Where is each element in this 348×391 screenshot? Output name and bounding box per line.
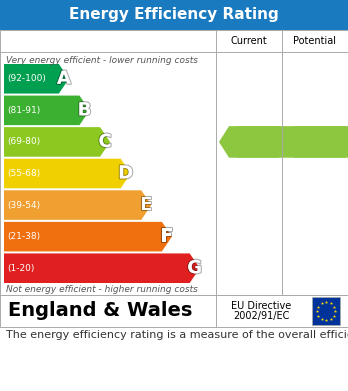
Text: (21-38): (21-38): [7, 232, 40, 241]
Text: A: A: [57, 70, 71, 88]
Text: (69-80): (69-80): [7, 137, 40, 146]
Text: (92-100): (92-100): [7, 74, 46, 83]
Text: 79: 79: [308, 133, 332, 151]
Text: Potential: Potential: [293, 36, 337, 46]
Bar: [0, 30, 348, 295]
Text: 79: 79: [308, 133, 332, 151]
Text: Current: Current: [231, 36, 267, 46]
Text: G: G: [187, 259, 202, 277]
Polygon shape: [4, 190, 151, 220]
Text: (81-91): (81-91): [7, 106, 40, 115]
Text: (55-68): (55-68): [7, 169, 40, 178]
Text: Very energy efficient - lower running costs: Very energy efficient - lower running co…: [6, 56, 198, 65]
Bar: [0, 30, 348, 295]
Text: E: E: [140, 196, 152, 214]
Polygon shape: [4, 127, 110, 157]
Polygon shape: [4, 159, 131, 188]
Polygon shape: [237, 126, 348, 158]
Bar: [312, 297, 340, 325]
Text: (1-20): (1-20): [7, 264, 34, 273]
Bar: [0, 0, 348, 30]
Text: Energy Efficiency Rating: Energy Efficiency Rating: [69, 7, 279, 23]
Polygon shape: [4, 64, 69, 93]
Text: 2002/91/EC: 2002/91/EC: [233, 311, 289, 321]
Text: D: D: [118, 165, 133, 183]
Text: EU Directive: EU Directive: [231, 301, 291, 311]
Bar: [0, 295, 348, 327]
Text: C: C: [98, 133, 112, 151]
Polygon shape: [4, 222, 172, 251]
Text: F: F: [161, 228, 173, 246]
Polygon shape: [284, 126, 346, 158]
Text: B: B: [78, 101, 91, 119]
Text: Not energy efficient - higher running costs: Not energy efficient - higher running co…: [6, 285, 198, 294]
Text: (39-54): (39-54): [7, 201, 40, 210]
Polygon shape: [4, 253, 200, 283]
Polygon shape: [4, 95, 89, 125]
Text: England & Wales: England & Wales: [8, 301, 192, 321]
Polygon shape: [219, 126, 279, 158]
Text: The energy efficiency rating is a measure of the overall efficiency of a home. T: The energy efficiency rating is a measur…: [6, 330, 348, 340]
Text: 79: 79: [242, 133, 266, 151]
